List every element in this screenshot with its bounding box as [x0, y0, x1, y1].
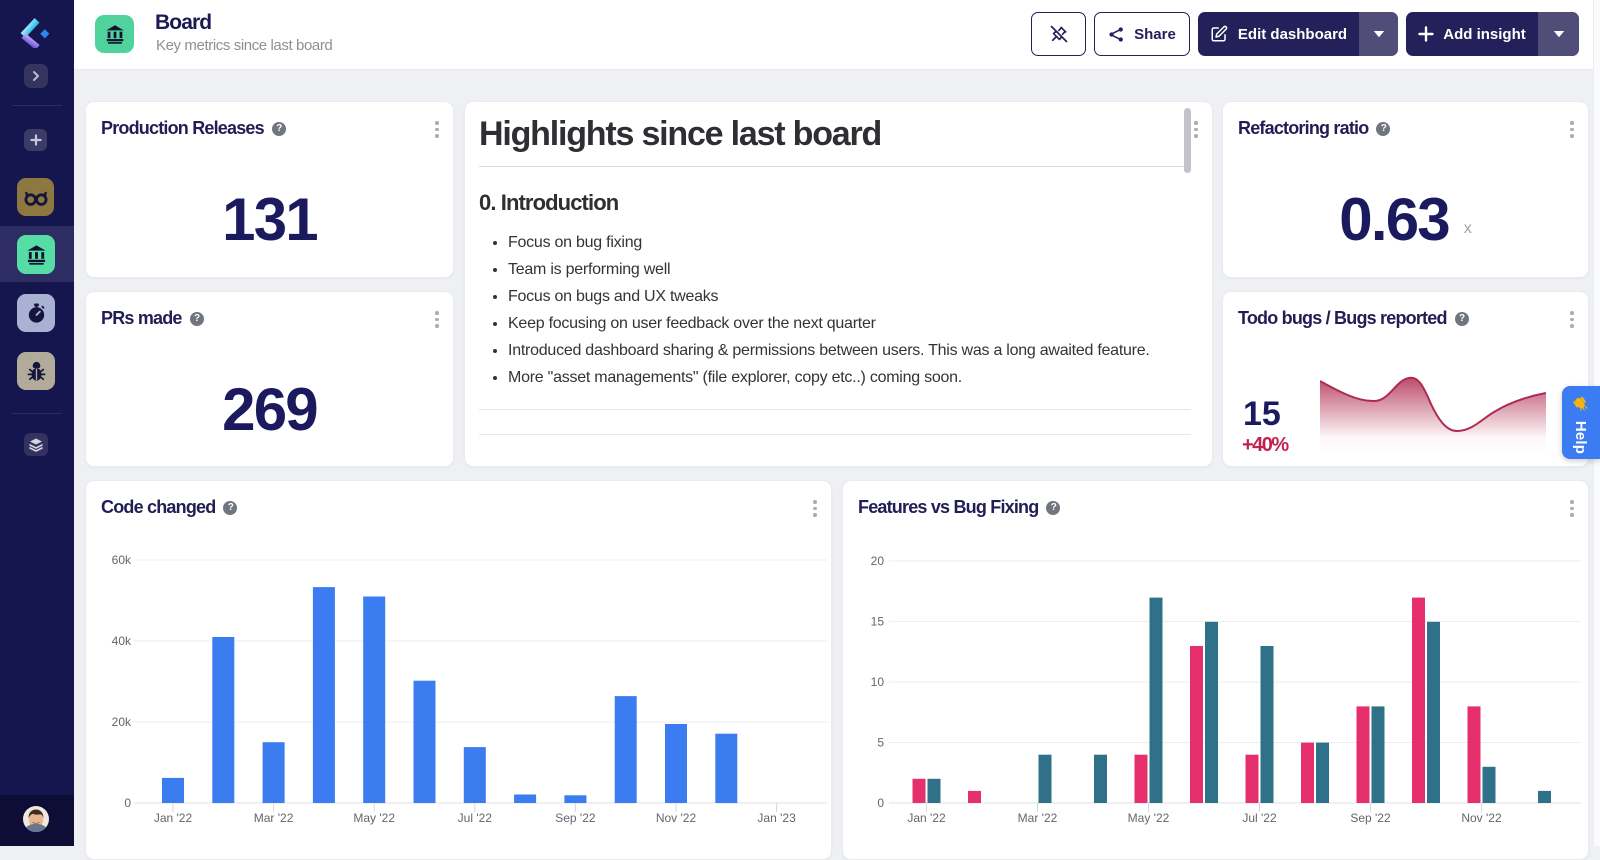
- svg-text:Jul '22: Jul '22: [1242, 811, 1277, 825]
- svg-text:Sep '22: Sep '22: [1350, 811, 1391, 825]
- svg-text:5: 5: [877, 736, 884, 750]
- svg-text:May '22: May '22: [353, 811, 395, 825]
- svg-text:Jul '22: Jul '22: [458, 811, 493, 825]
- svg-text:15: 15: [871, 614, 885, 628]
- svg-text:0: 0: [124, 796, 131, 810]
- svg-text:40k: 40k: [112, 634, 132, 648]
- svg-text:Jan '23: Jan '23: [757, 811, 796, 825]
- svg-text:Sep '22: Sep '22: [555, 811, 596, 825]
- svg-text:Mar '22: Mar '22: [254, 811, 294, 825]
- svg-text:20: 20: [871, 554, 885, 568]
- svg-text:Jan '22: Jan '22: [154, 811, 193, 825]
- svg-text:0: 0: [877, 796, 884, 810]
- svg-text:20k: 20k: [112, 715, 132, 729]
- svg-text:May '22: May '22: [1128, 811, 1170, 825]
- svg-text:Nov '22: Nov '22: [656, 811, 697, 825]
- svg-text:60k: 60k: [112, 553, 132, 567]
- svg-text:Mar '22: Mar '22: [1018, 811, 1058, 825]
- svg-text:Nov '22: Nov '22: [1461, 811, 1502, 825]
- svg-text:Jan '22: Jan '22: [907, 811, 946, 825]
- svg-text:10: 10: [871, 675, 885, 689]
